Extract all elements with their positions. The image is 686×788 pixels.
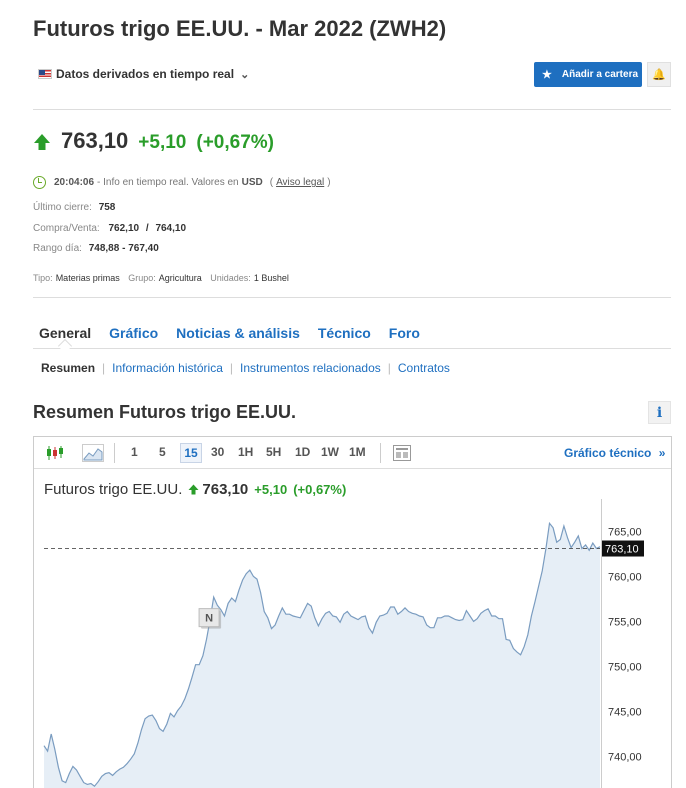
y-tick-label: 755,00: [608, 616, 642, 628]
interval-1m[interactable]: 1M: [349, 445, 366, 459]
legal-notice-link[interactable]: Aviso legal: [276, 177, 325, 188]
subtab-summary[interactable]: Resumen: [41, 361, 96, 375]
add-to-portfolio-button[interactable]: ★ Añadir a cartera: [534, 62, 642, 87]
alert-button[interactable]: 🔔: [647, 62, 671, 87]
bid-value: 762,10: [108, 223, 140, 234]
chart-change-percent: (+0,67%): [293, 482, 347, 497]
type-value: Materias primas: [55, 273, 120, 283]
interval-30[interactable]: 30: [211, 445, 225, 459]
interval-5h[interactable]: 5H: [266, 445, 282, 459]
chart-price: 763,10: [202, 481, 249, 498]
chevron-right-icon: »: [658, 446, 666, 460]
units-value: 1 Bushel: [253, 273, 289, 283]
interval-1[interactable]: 1: [131, 445, 138, 459]
y-tick-label: 745,00: [608, 706, 642, 718]
interval-1d[interactable]: 1D: [295, 445, 311, 459]
group-label: Grupo:: [128, 273, 156, 283]
tab-chart[interactable]: Gráfico: [109, 325, 159, 341]
info-icon[interactable]: i: [648, 401, 671, 424]
instrument-meta: Tipo: Materias primas Grupo: Agricultura U…: [33, 273, 295, 283]
divider: [33, 297, 671, 298]
interval-15[interactable]: 15: [180, 443, 202, 463]
price-line: [43, 521, 601, 788]
technical-chart-link[interactable]: Gráfico técnico »: [564, 446, 665, 460]
subtab-contracts[interactable]: Contratos: [397, 361, 450, 375]
interval-5[interactable]: 5: [159, 445, 166, 459]
tab-technical[interactable]: Técnico: [317, 325, 371, 341]
divider: [33, 109, 671, 110]
y-tick-label: 765,00: [608, 526, 642, 538]
star-icon: ★: [542, 69, 552, 81]
news-marker[interactable]: N: [198, 608, 222, 629]
current-price-tag-label: 763,10: [605, 544, 639, 556]
up-arrow-icon: [188, 484, 199, 495]
bid-ask-row: Compra/Venta: 762,10 / 764,10: [33, 223, 187, 234]
add-to-portfolio-label: Añadir a cartera: [561, 69, 639, 80]
news-marker-label: N: [205, 613, 213, 625]
price-area: [44, 523, 600, 788]
candlestick-icon[interactable]: [45, 445, 65, 461]
interval-1w[interactable]: 1W: [321, 445, 339, 459]
clock-icon: [33, 176, 46, 189]
sub-tabs: Resumen | Información histórica | Instru…: [41, 361, 450, 375]
last-close-row: Último cierre: 758: [33, 202, 115, 213]
price-change: +5,10: [138, 132, 187, 153]
us-flag-icon: [38, 69, 52, 79]
day-range-label: Rango día:: [33, 243, 82, 254]
realtime-data-label: Datos derivados en tiempo real: [56, 67, 235, 81]
subtab-related[interactable]: Instrumentos relacionados: [240, 361, 381, 375]
area-chart-icon[interactable]: [82, 444, 104, 462]
day-range-value: 748,88 - 767,40: [88, 243, 159, 254]
tab-news-analysis[interactable]: Noticias & análisis: [176, 325, 300, 341]
current-price-tag: [602, 540, 644, 557]
quote-currency: USD: [241, 177, 263, 188]
last-close-label: Último cierre:: [33, 202, 92, 213]
up-arrow-icon: [34, 134, 50, 150]
tab-general[interactable]: General: [39, 325, 92, 341]
chart-toolbar: 1 5 15 30 1H 5H 1D 1W 1M Gráfico técnico…: [34, 437, 671, 469]
day-range-row: Rango día: 748,88 - 767,40: [33, 243, 159, 254]
main-tabs: General Gráfico Noticias & análisis Técn…: [39, 325, 420, 341]
section-title: Resumen Futuros trigo EE.UU.: [33, 402, 297, 422]
layout-icon[interactable]: [393, 445, 411, 461]
chart-change: +5,10: [254, 482, 288, 497]
price-change-percent: (+0,67%): [196, 132, 274, 153]
bell-plus-icon: 🔔: [652, 69, 666, 81]
quote-time: 20:04:06: [54, 177, 95, 188]
price-summary: 763,10 +5,10 (+0,67%): [33, 128, 284, 154]
chart-instrument-name: Futuros trigo EE.UU.: [44, 481, 183, 498]
interval-1h[interactable]: 1H: [238, 445, 254, 459]
price-chart[interactable]: N 765,00 760,00 755,00 750,00 745,00 740,00 76…: [34, 499, 671, 788]
quote-info-line: 20:04:06 - Info en tiempo real. Valores …: [33, 176, 331, 189]
group-value: Agricultura: [158, 273, 202, 283]
chart-widget: 1 5 15 30 1H 5H 1D 1W 1M Gráfico técnico…: [33, 436, 672, 788]
technical-chart-label: Gráfico técnico: [564, 446, 652, 460]
y-tick-label: 740,00: [608, 751, 642, 763]
subtab-historical[interactable]: Información histórica: [112, 361, 223, 375]
tabs-divider: [33, 348, 671, 349]
chevron-down-icon: ⌄: [240, 68, 250, 81]
units-label: Unidades:: [210, 273, 251, 283]
quote-info-text: - Info en tiempo real. Valores en: [97, 177, 239, 188]
type-label: Tipo:: [33, 273, 53, 283]
last-close-value: 758: [98, 202, 116, 213]
active-tab-indicator: [57, 338, 73, 354]
chart-header: Futuros trigo EE.UU. 763,10 +5,10 (+0,67…: [44, 481, 352, 498]
bid-ask-label: Compra/Venta:: [33, 223, 100, 234]
y-tick-label: 750,00: [608, 661, 642, 673]
realtime-data-dropdown[interactable]: Datos derivados en tiempo real ⌄: [38, 67, 249, 81]
ask-value: 764,10: [155, 223, 187, 234]
page-title: Futuros trigo EE.UU. - Mar 2022 (ZWH2): [33, 16, 447, 41]
y-tick-label: 760,00: [608, 571, 642, 583]
last-price: 763,10: [61, 128, 129, 153]
tab-forum[interactable]: Foro: [388, 325, 420, 341]
